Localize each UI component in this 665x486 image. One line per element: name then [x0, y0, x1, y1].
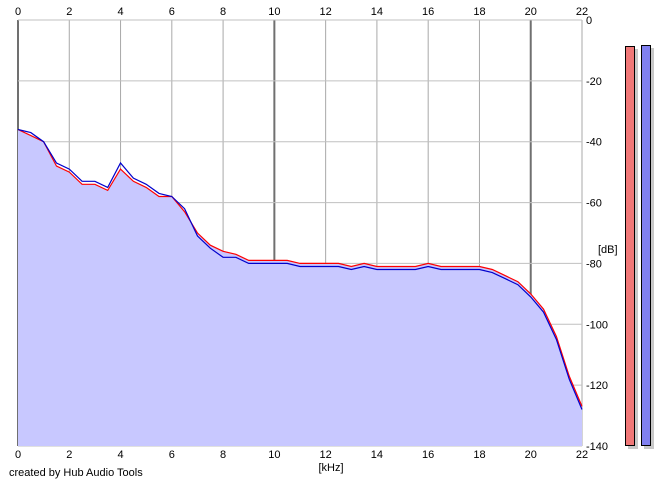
x-tick-label-bottom: 16 — [422, 449, 434, 461]
x-tick-label-top: 10 — [268, 6, 280, 18]
x-tick-label-bottom: 2 — [66, 449, 72, 461]
x-tick-label-top: 8 — [220, 6, 226, 18]
y-tick-label: -80 — [586, 258, 602, 270]
series-layer — [17, 128, 583, 410]
y-tick-label: -100 — [586, 319, 608, 331]
x-tick-label-bottom: 10 — [268, 449, 280, 461]
x-tick-label-top: 20 — [525, 6, 537, 18]
series-line-1 — [17, 128, 583, 407]
x-tick-label-bottom: 4 — [117, 449, 123, 461]
x-tick-label-top: 0 — [15, 6, 21, 18]
x-axis-label: [kHz] — [318, 462, 343, 474]
y-tick-label: -40 — [586, 137, 602, 149]
x-tick-label-bottom: 20 — [525, 449, 537, 461]
x-tick-label-top: 16 — [422, 6, 434, 18]
x-tick-label-top: 6 — [169, 6, 175, 18]
y-tick-label: 0 — [586, 15, 592, 27]
x-tick-label-top: 14 — [371, 6, 383, 18]
x-tick-label-bottom: 12 — [320, 449, 332, 461]
y-tick-labels: 0 -20 -40 -60 -80 -100 -120 -140 — [586, 15, 608, 453]
x-tick-label-top: 12 — [320, 6, 332, 18]
x-tick-label-top: 2 — [66, 6, 72, 18]
credit-text: created by Hub Audio Tools — [9, 467, 143, 479]
x-tick-label-bottom: 22 — [576, 449, 588, 461]
x-tick-label-bottom: 8 — [220, 449, 226, 461]
x-tick-label-bottom: 0 — [15, 449, 21, 461]
right-level-meter — [641, 45, 651, 446]
x-tick-label-top: 4 — [117, 6, 123, 18]
series-line-2 — [17, 128, 583, 410]
x-tick-label-top: 22 — [576, 6, 588, 18]
spectrum-area-fill — [18, 129, 582, 447]
y-tick-label: -120 — [586, 380, 608, 392]
x-tick-labels-bottom: 0 2 4 6 8 10 12 14 16 18 20 22 — [15, 449, 588, 461]
x-tick-labels-top: 0 2 4 6 8 10 12 14 16 18 20 22 — [15, 6, 588, 18]
x-tick-label-bottom: 6 — [169, 449, 175, 461]
x-tick-label-bottom: 14 — [371, 449, 383, 461]
y-axis-label: [dB] — [598, 244, 618, 256]
y-tick-label: -20 — [586, 76, 602, 88]
x-tick-label-bottom: 18 — [473, 449, 485, 461]
left-level-meter — [625, 46, 635, 446]
x-tick-label-top: 18 — [473, 6, 485, 18]
y-tick-label: -60 — [586, 198, 602, 210]
y-tick-label: -140 — [586, 441, 608, 453]
